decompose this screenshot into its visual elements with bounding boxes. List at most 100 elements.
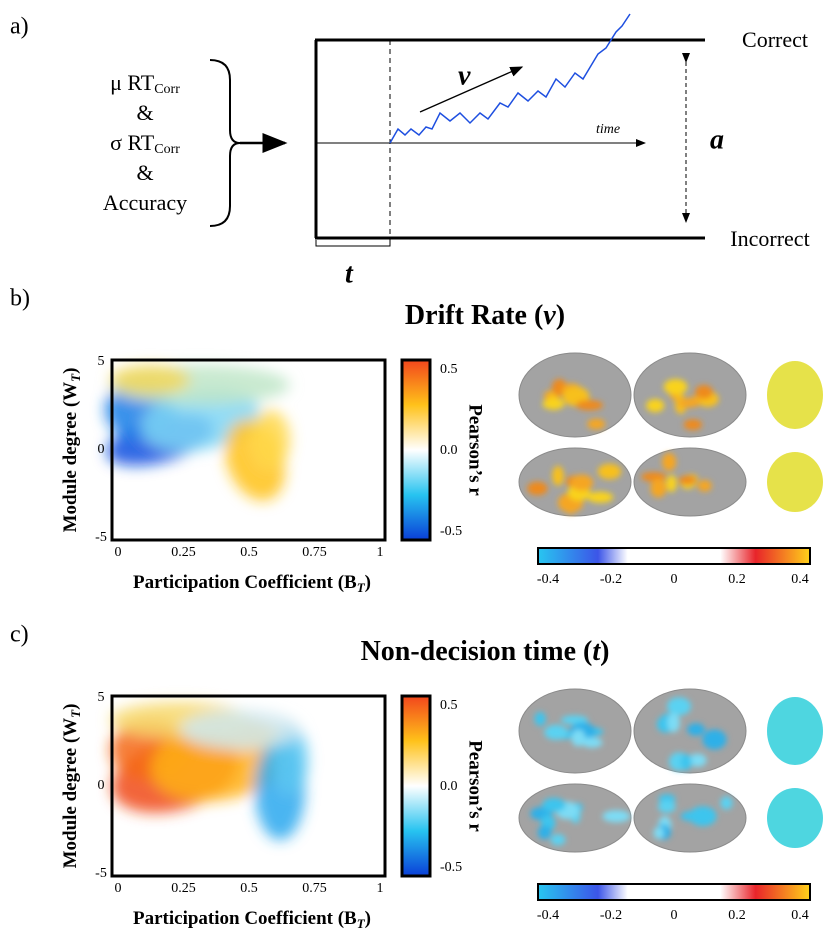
blob <box>682 812 694 821</box>
brain-maps <box>518 688 823 853</box>
x-tick-label: 1 <box>377 545 384 560</box>
blob <box>695 384 713 399</box>
brain-blobs <box>656 697 727 771</box>
cloud <box>250 410 290 470</box>
label-sub: T <box>68 373 83 382</box>
brace <box>209 59 241 227</box>
brain-blobs <box>653 794 733 840</box>
label-end: ) <box>365 908 371 929</box>
density-cloud <box>105 365 290 501</box>
label-sub: T <box>68 709 83 718</box>
brain-tick-label: -0.2 <box>600 572 622 587</box>
y-tick-label: 0 <box>98 442 105 457</box>
blob <box>657 800 676 813</box>
scatter-frame <box>110 694 387 878</box>
brain-blobs <box>646 378 719 431</box>
drift-arrow <box>419 66 524 113</box>
label-end: ) <box>60 368 81 374</box>
x-tick-label: 0.25 <box>171 881 196 896</box>
brain-tick-label: 0 <box>671 572 678 587</box>
colorbar-tick-label: -0.5 <box>440 860 462 875</box>
cloud <box>180 710 300 750</box>
brain-blobs <box>534 711 604 748</box>
blob <box>570 474 594 491</box>
brain-colorbar <box>537 883 811 901</box>
input-text: & <box>136 160 153 185</box>
blob <box>560 715 589 725</box>
brain-blobs <box>542 378 606 430</box>
colorbar-tick-label: 0.5 <box>440 698 458 713</box>
input-text: & <box>136 100 153 125</box>
colorbar-tick-label: 0.0 <box>440 443 458 458</box>
blob <box>667 697 692 716</box>
blob <box>587 491 614 503</box>
blob <box>702 729 727 750</box>
brain-blobs <box>641 453 712 498</box>
blob <box>602 810 631 823</box>
input-item: & <box>136 100 153 125</box>
blob <box>662 453 677 472</box>
brain-tick-label: -0.4 <box>537 908 559 923</box>
title-param: t <box>592 636 601 667</box>
brain-tick-label: 0.4 <box>791 908 809 923</box>
threshold-label: a <box>710 124 724 155</box>
label-text: Module degree (W <box>60 718 81 869</box>
label-text: Participation Coefficient (B <box>133 908 357 929</box>
input-text: μ RT <box>110 70 155 95</box>
time-label: time <box>596 122 620 137</box>
input-item: μ RTCorr <box>110 70 180 97</box>
y-tick-label: -5 <box>95 530 107 545</box>
blob <box>534 711 546 726</box>
title-text: Non-decision time ( <box>361 636 593 667</box>
input-item: & <box>136 160 153 185</box>
brain-tick-label: -0.4 <box>537 572 559 587</box>
blob <box>646 398 665 413</box>
y-tick-label: -5 <box>95 866 107 881</box>
colorbar-label: Pearson’s r <box>465 404 486 496</box>
blob <box>542 797 566 812</box>
cloud <box>110 365 190 395</box>
panel-label: a) <box>10 14 29 40</box>
blob <box>663 378 688 395</box>
brain-blobs <box>530 797 631 846</box>
colorbar <box>400 694 432 878</box>
label-text: Participation Coefficient (B <box>133 572 357 593</box>
brain-tick-label: 0 <box>671 908 678 923</box>
colorbar <box>400 358 432 542</box>
blob <box>597 463 622 480</box>
input-sub: Corr <box>154 82 180 97</box>
brain-side <box>767 452 823 512</box>
brain-tick-label: -0.2 <box>600 908 622 923</box>
brain-tick-label: 0.2 <box>728 908 746 923</box>
x-tick-label: 0.5 <box>240 545 258 560</box>
title-param: v <box>543 300 556 331</box>
x-axis-label: Participation Coefficient (BT) <box>133 908 371 931</box>
scatter-frame <box>110 358 387 542</box>
blob <box>537 825 552 840</box>
blob <box>587 418 606 430</box>
blob <box>667 712 680 733</box>
input-item: Accuracy <box>103 190 187 215</box>
blob <box>680 754 692 771</box>
brain-colorbar <box>537 547 811 565</box>
brain-tick-label: 0.4 <box>791 572 809 587</box>
panel-title: Drift Rate (v) <box>405 300 565 331</box>
blob <box>658 794 676 804</box>
brain-blobs <box>527 463 622 515</box>
blob <box>581 737 603 748</box>
brain-side <box>767 788 823 848</box>
colorbar-tick-label: 0.0 <box>440 779 458 794</box>
brain-tick-label: 0.2 <box>728 572 746 587</box>
blob <box>689 806 717 827</box>
y-axis-label: Module degree (WT) <box>60 704 83 869</box>
colorbar-label: Pearson’s r <box>465 740 486 832</box>
colorbar-tick-label: -0.5 <box>440 524 462 539</box>
blob <box>677 398 701 408</box>
brain-side <box>767 697 823 765</box>
blob <box>544 724 568 740</box>
blob <box>550 834 566 846</box>
x-axis-label: Participation Coefficient (BT) <box>133 572 371 595</box>
colorbar-tick-label: 0.5 <box>440 362 458 377</box>
blob <box>687 723 705 736</box>
